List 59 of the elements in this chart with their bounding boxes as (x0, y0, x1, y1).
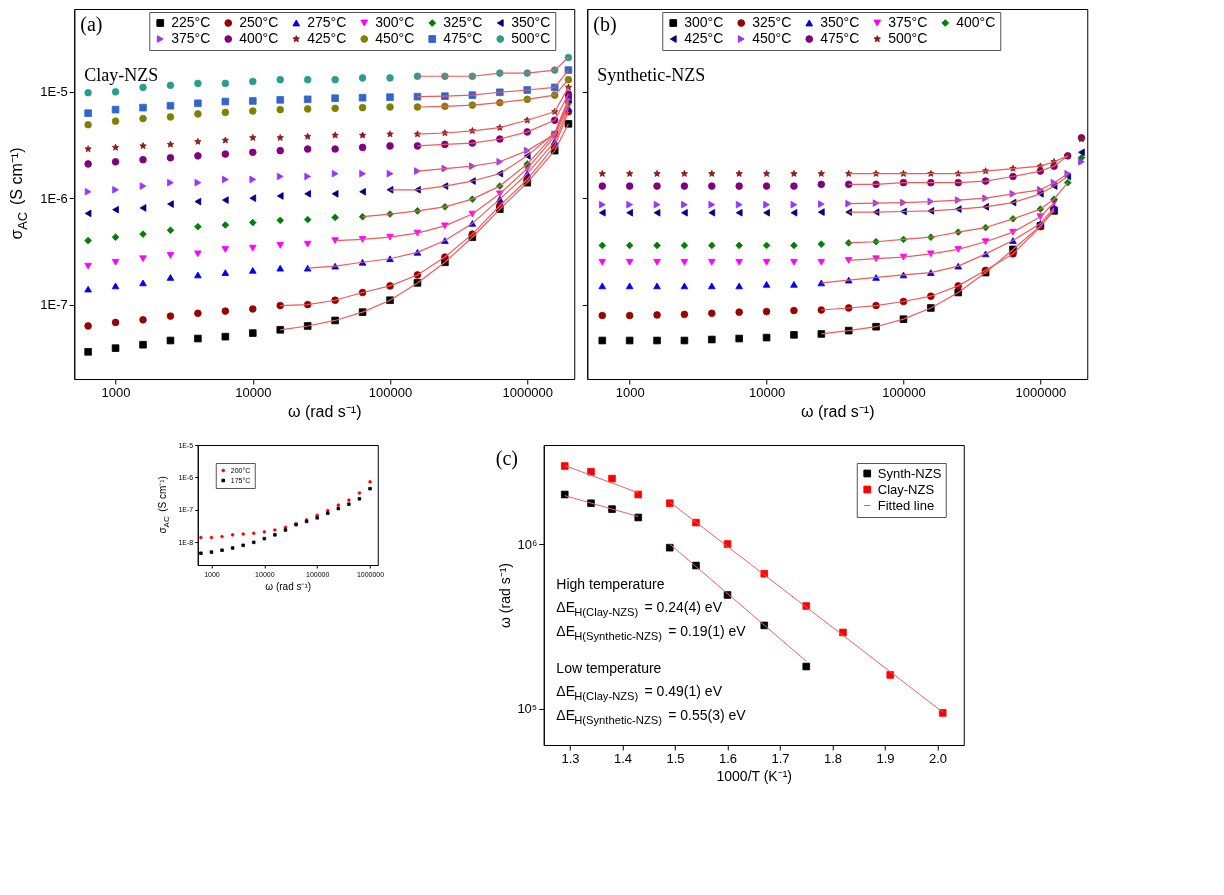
y-tick-label: 1E-7 (40, 297, 68, 313)
legend-label: 300°C (375, 14, 415, 30)
legend-label: 400°C (956, 14, 996, 30)
text: (c) (495, 447, 518, 470)
y-axis-title: ω (rad s⁻¹) (497, 563, 514, 628)
x-axis-title: 1000/T (K⁻¹) (716, 767, 793, 784)
legend-label: Clay-NZS (877, 481, 935, 497)
legend-label: 425°C (684, 30, 724, 46)
y-tick-label: 10⁶ (517, 536, 538, 552)
y-tick-label: 10⁵ (517, 701, 538, 717)
legend-label: Synth-NZS (877, 465, 942, 481)
x-tick-label: 1000000 (1015, 384, 1067, 400)
annotation: Clay-NZS (84, 65, 159, 85)
x-tick-label: 10000 (235, 384, 272, 400)
x-axis-title: ω (rad s⁻¹) (265, 580, 312, 592)
legend-label: 275°C (307, 14, 347, 30)
annotation: (b) (593, 13, 617, 36)
x-tick-label: 1.6 (718, 750, 738, 766)
x-tick-label: 1000000 (502, 384, 554, 400)
annotation: High temperature (556, 576, 665, 592)
annotation: (a) (80, 13, 103, 36)
x-tick-label: 10000 (748, 384, 786, 400)
legend-label: Fitted line (877, 497, 935, 513)
x-axis-title: ω (rad s⁻¹) (801, 402, 875, 420)
annotation: Low temperature (556, 660, 662, 676)
legend-label: 450°C (752, 30, 792, 46)
legend-label: 475°C (820, 30, 860, 46)
x-tick-label: 100000 (882, 384, 926, 400)
x-tick-label: 1000 (101, 384, 131, 400)
y-axis-title: σAC (S cm⁻¹) (156, 476, 171, 534)
legend-label: 425°C (307, 30, 347, 46)
legend-label: 250°C (239, 14, 279, 30)
x-tick-label: 100000 (368, 384, 413, 400)
legend-label: 350°C (820, 14, 860, 30)
x-tick-label: 1.9 (876, 750, 895, 766)
x-tick-label: 1.5 (666, 750, 685, 766)
legend-label: 475°C (443, 30, 483, 46)
legend-label: 375°C (888, 14, 928, 30)
x-tick-label: 1.3 (561, 750, 580, 766)
y-axis-title: σAC (S cm⁻¹) (8, 147, 31, 240)
annotation: Synthetic-NZS (597, 65, 706, 85)
y-tick-label: 1E-5 (40, 84, 68, 100)
x-tick-label: 1.8 (823, 750, 843, 766)
legend-label: 325°C (443, 14, 483, 30)
x-tick-label: 2.0 (928, 750, 948, 766)
x-axis-title: ω (rad s⁻¹) (288, 402, 362, 420)
x-tick-label: 1000 (615, 384, 645, 400)
legend-label: 325°C (752, 14, 792, 30)
legend-label: 300°C (684, 14, 724, 30)
y-tick-label: 1E-6 (40, 190, 68, 206)
legend-label: 375°C (171, 30, 211, 46)
x-tick-label: 1.7 (771, 750, 790, 766)
x-tick-label: 1.4 (613, 750, 633, 766)
legend-label: 400°C (239, 30, 279, 46)
legend-label: 500°C (888, 30, 928, 46)
legend-label: 350°C (511, 14, 551, 30)
legend-label: 500°C (511, 30, 551, 46)
legend-label: 450°C (375, 30, 415, 46)
legend-label: 225°C (171, 14, 211, 30)
